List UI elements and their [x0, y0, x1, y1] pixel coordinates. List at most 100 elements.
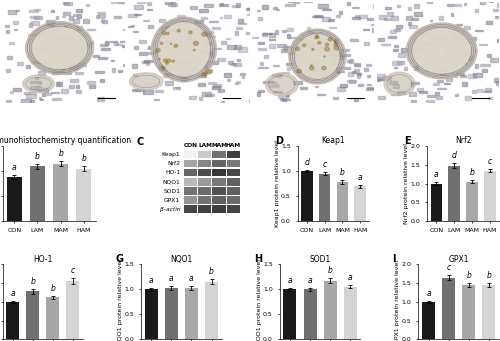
Bar — [394, 29, 400, 31]
Bar — [30, 81, 38, 83]
Bar — [273, 65, 279, 66]
Bar — [269, 39, 275, 40]
Bar — [212, 166, 226, 167]
Bar — [464, 3, 466, 5]
Text: c: c — [322, 160, 326, 169]
Bar — [73, 14, 76, 16]
Text: b: b — [340, 168, 345, 177]
Title: MAM: MAM — [302, 0, 324, 2]
Bar — [76, 85, 80, 88]
Bar — [468, 56, 472, 60]
Bar — [44, 88, 48, 92]
Bar — [212, 164, 226, 165]
Bar — [198, 166, 211, 167]
Bar — [348, 73, 353, 76]
Bar — [322, 17, 330, 20]
FancyBboxPatch shape — [226, 205, 240, 213]
Bar — [198, 184, 211, 186]
Bar — [26, 292, 40, 339]
Bar — [212, 212, 226, 213]
Bar — [496, 3, 500, 7]
Bar — [356, 15, 359, 17]
Bar — [70, 16, 73, 20]
Bar — [181, 77, 187, 81]
Text: c: c — [71, 266, 75, 275]
Bar — [382, 76, 391, 79]
Bar — [247, 14, 252, 15]
Bar — [21, 99, 31, 103]
Bar — [87, 43, 92, 46]
Bar — [476, 30, 484, 31]
Bar — [198, 182, 211, 184]
Bar — [275, 30, 278, 34]
Bar — [6, 177, 22, 221]
Bar — [422, 33, 429, 34]
Bar — [97, 97, 104, 101]
Bar — [160, 27, 168, 30]
Bar — [226, 153, 240, 154]
Bar — [442, 278, 455, 339]
Bar — [237, 59, 240, 61]
Text: C: C — [136, 137, 143, 147]
Bar — [258, 48, 266, 50]
Bar — [226, 190, 240, 191]
Bar — [474, 37, 476, 40]
Bar — [132, 89, 140, 91]
Bar — [53, 164, 68, 221]
Bar — [203, 33, 210, 37]
Bar — [426, 100, 434, 102]
Bar — [363, 29, 369, 30]
Bar — [496, 81, 500, 85]
Circle shape — [164, 59, 167, 62]
Bar — [364, 68, 368, 71]
Bar — [205, 69, 212, 72]
Circle shape — [189, 31, 192, 34]
Bar — [184, 30, 193, 34]
Bar — [143, 90, 152, 94]
Bar — [226, 162, 240, 164]
Bar — [102, 20, 108, 24]
Bar — [278, 73, 281, 77]
FancyBboxPatch shape — [212, 187, 226, 195]
Bar — [264, 55, 268, 58]
Bar — [234, 45, 240, 49]
Bar — [90, 42, 93, 44]
Bar — [304, 290, 316, 339]
Polygon shape — [296, 35, 339, 78]
Bar — [268, 81, 274, 82]
Title: CON: CON — [54, 0, 74, 2]
Bar — [89, 85, 95, 88]
Bar — [284, 290, 296, 339]
Bar — [34, 16, 42, 19]
Bar — [276, 9, 280, 10]
Bar — [112, 68, 115, 72]
Bar — [192, 67, 196, 71]
Bar — [224, 73, 232, 77]
Bar — [40, 90, 48, 91]
Bar — [364, 42, 368, 45]
Bar — [408, 7, 411, 10]
Bar — [263, 81, 272, 83]
Bar — [154, 99, 158, 100]
Bar — [249, 99, 254, 102]
Bar — [56, 82, 60, 85]
Bar — [110, 2, 117, 3]
Bar — [433, 83, 438, 85]
Bar — [39, 49, 46, 51]
Bar — [198, 173, 211, 175]
Bar — [451, 13, 454, 16]
Bar — [282, 99, 286, 101]
Bar — [286, 67, 290, 70]
Bar — [68, 38, 74, 41]
Bar — [332, 54, 338, 57]
Bar — [212, 162, 226, 164]
Bar — [258, 67, 268, 68]
Bar — [221, 41, 226, 44]
Bar — [334, 55, 344, 59]
Text: HO-1: HO-1 — [165, 170, 180, 175]
Bar — [5, 25, 9, 27]
Bar — [69, 65, 78, 69]
Bar — [300, 87, 306, 89]
Bar — [348, 60, 352, 62]
Bar — [284, 47, 292, 50]
